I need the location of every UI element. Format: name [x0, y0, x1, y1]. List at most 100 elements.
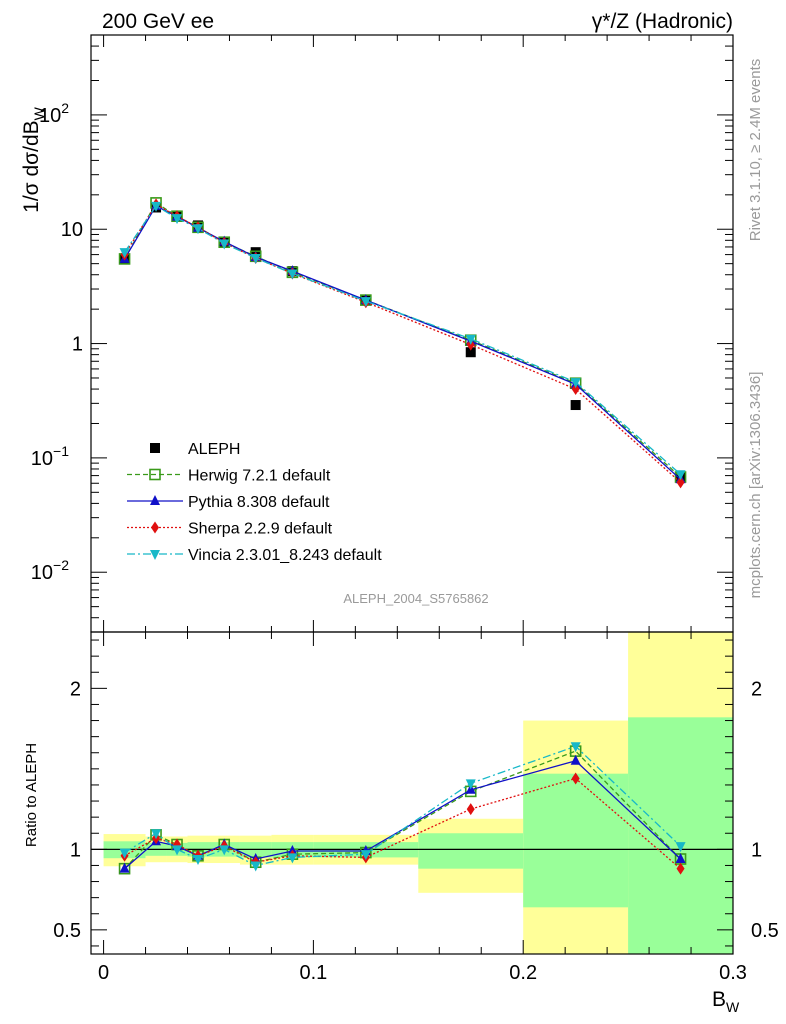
header-left-label: 200 GeV ee: [102, 10, 214, 33]
legend: ALEPH Herwig 7.2.1 default Pythia 8.308 de…: [127, 441, 382, 564]
marker-triangle-down: [119, 848, 130, 859]
band-green: [418, 833, 524, 869]
ratio-uncertainty-bands: [103, 632, 733, 954]
band-green: [628, 717, 733, 954]
marker-triangle-up: [150, 495, 160, 505]
marker-triangle-down: [570, 378, 581, 389]
ratio-series-group: [118, 742, 687, 875]
marker-square: [150, 443, 160, 453]
marker-triangle-down: [151, 829, 162, 840]
main-ytick-label-base: 1: [72, 334, 83, 356]
main-line-herwig: [124, 201, 681, 478]
main-series-group: [118, 197, 687, 489]
ratio-xtick-label: 0.1: [299, 962, 327, 984]
marker-triangle-down: [219, 239, 230, 250]
ratio-axes: 0.5 0.5 1 1 2 2 0 0.1 0.2 0.3: [53, 632, 779, 984]
ratio-ytick-label: 1: [70, 839, 81, 861]
marker-triangle-down: [193, 224, 203, 235]
main-ytick-label-base: 10: [31, 562, 53, 584]
marker-triangle-down: [250, 861, 261, 872]
marker-triangle-down: [172, 214, 183, 225]
marker-triangle-down: [675, 470, 686, 481]
legend-label-vincia: Vincia 2.3.01_8.243 default: [188, 547, 382, 564]
main-ytick-label: 10: [61, 219, 83, 241]
mcplots-reference-label: mcplots.cern.ch [arXiv:1306.3436]: [747, 372, 764, 599]
main-ytick-label-exp: −1: [53, 443, 69, 459]
main-ytick-label: 102: [39, 100, 69, 127]
main-ytick-label: 1: [72, 334, 83, 356]
legend-entry-pythia: Pythia 8.308 default: [127, 494, 330, 511]
marker-triangle-down: [193, 855, 203, 866]
marker-triangle-down: [465, 779, 476, 790]
legend-label-sherpa: Sherpa 2.2.9 default: [188, 521, 333, 538]
main-ytick-label-exp: −2: [53, 557, 69, 573]
marker-triangle-down: [250, 254, 261, 265]
header-right-label: γ*/Z (Hadronic): [592, 10, 733, 33]
main-ytick-label: 10−1: [31, 443, 69, 470]
analysis-watermark: ALEPH_2004_S5765862: [343, 591, 488, 606]
ratio-ytick-label: 2: [70, 678, 81, 700]
marker-triangle-down: [150, 550, 160, 560]
marker-triangle-down: [151, 201, 162, 212]
marker-diamond: [466, 803, 475, 816]
marker-square: [570, 400, 581, 411]
main-ytick-label-base: 10: [39, 105, 61, 127]
marker-diamond: [151, 521, 159, 534]
ratio-xtick-label: 0: [98, 962, 109, 984]
marker-triangle-down: [465, 334, 476, 345]
main-line-vincia: [124, 205, 681, 475]
marker-triangle-up: [570, 754, 581, 765]
ratio-ytick-label-right: 1: [751, 839, 762, 861]
x-axis-title: BW: [712, 988, 740, 1015]
ratio-ytick-label-right: 0.5: [751, 920, 779, 942]
marker-open-square: [149, 468, 161, 481]
marker-triangle-down: [287, 269, 298, 280]
marker-triangle-down: [675, 842, 686, 853]
band-green: [523, 773, 629, 908]
rivet-version-label: Rivet 3.1.10, ≥ 2.4M events: [747, 59, 764, 242]
x-axis-title-text: B: [712, 988, 726, 1011]
marker-triangle-down: [219, 845, 230, 856]
marker-triangle-down: [119, 248, 130, 259]
main-ytick-label: 10−2: [31, 557, 69, 584]
ratio-y-axis-title: Ratio to ALEPH: [23, 743, 40, 847]
ratio-frame: [90, 631, 734, 955]
ratio-xtick-label: 0.3: [719, 962, 747, 984]
main-line-pythia: [124, 205, 681, 480]
legend-entry-aleph: ALEPH: [150, 441, 240, 458]
main-series-vincia: [119, 201, 686, 481]
legend-label-pythia: Pythia 8.308 default: [188, 494, 330, 511]
main-series-herwig: [118, 197, 687, 483]
marker-diamond: [676, 476, 685, 489]
main-y-axis-title: 1/σ dσ/dBW: [20, 106, 47, 212]
ratio-ytick-label-right: 2: [751, 678, 762, 700]
marker-square: [465, 347, 476, 358]
marker-triangle-up: [119, 862, 130, 873]
main-ytick-label-base: 10: [31, 448, 53, 470]
marker-triangle-down: [172, 845, 183, 856]
marker-triangle-down: [287, 853, 298, 864]
ratio-xtick-label: 0.2: [509, 962, 537, 984]
main-y-axis-title-text: 1/σ dσ/dB: [20, 120, 43, 212]
legend-entry-vincia: Vincia 2.3.01_8.243 default: [127, 547, 382, 564]
x-axis-title-sub: W: [726, 999, 740, 1015]
legend-label-aleph: ALEPH: [188, 441, 240, 458]
ratio-ytick-label: 0.5: [53, 920, 81, 942]
marker-triangle-down: [360, 850, 371, 861]
main-y-axis-title-sub: W: [31, 106, 47, 120]
marker-diamond: [676, 862, 685, 875]
marker-triangle-down: [360, 297, 371, 308]
marker-triangle-down: [570, 742, 581, 753]
legend-label-herwig: Herwig 7.2.1 default: [188, 468, 331, 485]
main-ytick-label-exp: 2: [61, 100, 69, 116]
marker-diamond: [571, 383, 580, 396]
legend-entry-sherpa: Sherpa 2.2.9 default: [127, 521, 333, 538]
marker-triangle-up: [675, 853, 686, 864]
ratio-line-herwig: [124, 750, 681, 870]
legend-entry-herwig: Herwig 7.2.1 default: [127, 468, 331, 485]
main-ytick-label-base: 10: [61, 219, 83, 241]
ratio-series-vincia: [119, 742, 686, 872]
main-frame: [90, 34, 734, 633]
